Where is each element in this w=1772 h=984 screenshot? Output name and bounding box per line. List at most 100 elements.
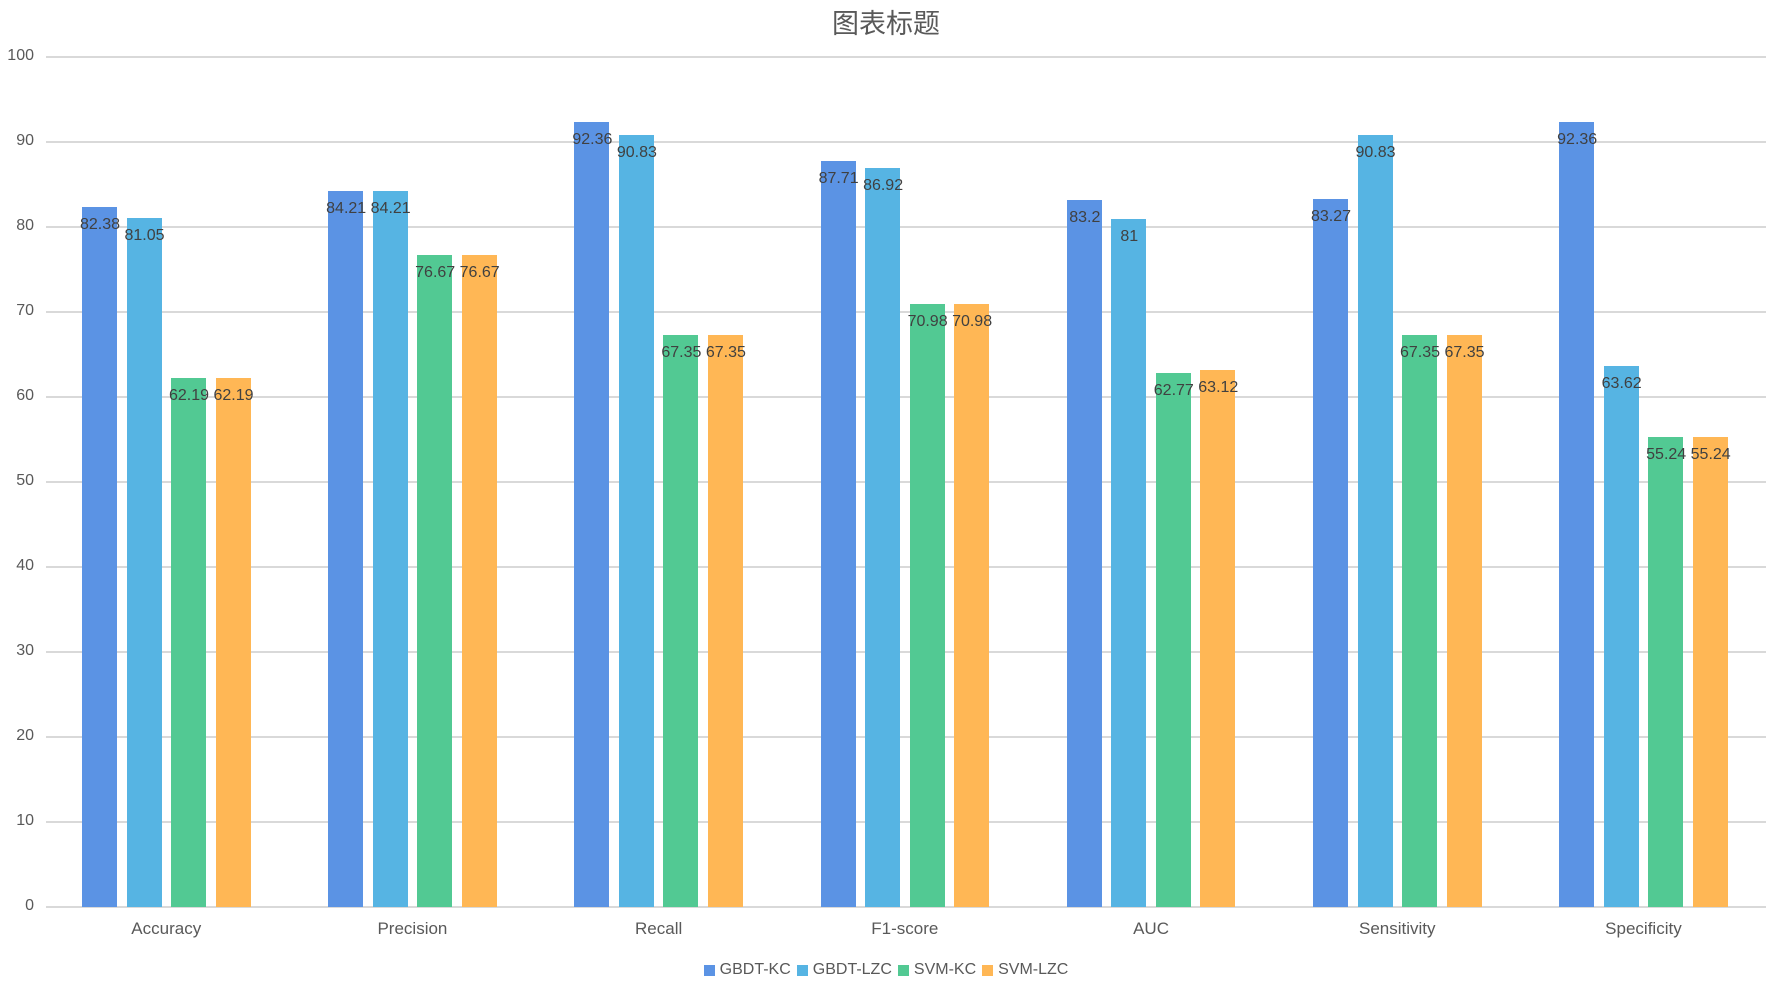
bar-svm-kc-accuracy[interactable] [171, 378, 206, 907]
bar-svm-lzc-sensitivity[interactable] [1446, 334, 1482, 907]
data-label: 83.2 [1069, 208, 1101, 226]
chart-title: 图表标题 [832, 9, 940, 40]
data-label: 70.98 [907, 312, 948, 330]
bar-svm-kc-f1-score[interactable] [909, 303, 945, 907]
y-tick-label: 10 [16, 812, 34, 829]
data-label: 90.83 [616, 143, 657, 161]
bar-gbdt-lzc-auc[interactable] [1111, 218, 1147, 907]
bar-gbdt-kc-precision[interactable] [328, 191, 364, 907]
data-label: 76.67 [415, 264, 456, 282]
y-tick-label: 30 [16, 642, 34, 659]
bar-gbdt-lzc-recall[interactable] [618, 134, 654, 907]
y-tick-label: 50 [16, 472, 34, 489]
legend-label: GBDT-KC [719, 961, 791, 978]
legend-label: SVM-LZC [998, 961, 1069, 978]
data-label: 84.21 [370, 200, 411, 218]
bar-svm-lzc-specificity[interactable] [1692, 437, 1728, 907]
data-label: 67.35 [1444, 343, 1485, 361]
y-tick-label: 80 [16, 217, 34, 234]
legend-swatch-icon [982, 964, 994, 976]
bar-gbdt-lzc-accuracy[interactable] [126, 218, 162, 907]
legend-swatch-icon [703, 964, 715, 976]
gridline [46, 311, 1766, 313]
data-label: 83.27 [1310, 208, 1352, 226]
data-label: 67.35 [705, 343, 746, 361]
bar-svm-kc-auc[interactable] [1155, 373, 1191, 907]
bar-svm-lzc-auc[interactable] [1200, 370, 1236, 907]
gridline [46, 821, 1766, 823]
bar-gbdt-kc-accuracy[interactable] [82, 206, 117, 907]
x-tick-label: F1-score [871, 919, 939, 938]
x-tick-label: Specificity [1605, 919, 1682, 938]
chart-legend: GBDT-KC GBDT-LZC SVM-KC SVM-LZC [0, 961, 1772, 981]
bar-svm-lzc-precision[interactable] [461, 255, 497, 907]
data-label: 76.67 [459, 264, 500, 282]
y-tick-label: 60 [16, 387, 34, 404]
bar-svm-lzc-recall[interactable] [707, 334, 743, 907]
bar-svm-kc-specificity[interactable] [1648, 437, 1684, 907]
gridline [46, 736, 1766, 738]
bar-svm-kc-precision[interactable] [417, 255, 453, 907]
bar-gbdt-lzc-sensitivity[interactable] [1357, 134, 1393, 907]
bar-svm-lzc-accuracy[interactable] [215, 378, 251, 907]
data-label: 55.24 [1646, 446, 1687, 464]
data-label: 87.71 [818, 170, 859, 188]
legend-swatch-icon [796, 964, 808, 976]
bar-gbdt-lzc-precision[interactable] [372, 191, 408, 907]
data-label: 81.05 [124, 227, 165, 245]
y-tick-label: 20 [16, 727, 34, 744]
data-label: 92.36 [572, 130, 613, 148]
gridline [46, 651, 1766, 653]
y-tick-label: 90 [16, 132, 34, 149]
bar-gbdt-lzc-f1-score[interactable] [865, 168, 901, 907]
legend-item-svm-kc[interactable]: SVM-KC [897, 961, 977, 979]
data-label: 70.98 [952, 312, 993, 330]
data-label: 62.19 [213, 387, 254, 405]
bar-svm-kc-recall[interactable] [663, 334, 699, 907]
data-label: 55.24 [1690, 446, 1731, 464]
x-tick-label: Recall [635, 919, 683, 938]
gridline [46, 141, 1766, 143]
bar-gbdt-kc-recall[interactable] [574, 121, 610, 907]
legend-item-svm-lzc[interactable]: SVM-LZC [982, 961, 1068, 979]
x-tick-label: AUC [1133, 919, 1169, 938]
data-label: 90.83 [1355, 143, 1396, 161]
data-label: 86.92 [863, 177, 904, 195]
bar-svm-kc-sensitivity[interactable] [1402, 334, 1437, 907]
y-tick-label: 0 [25, 897, 34, 914]
bar-gbdt-kc-auc[interactable] [1066, 199, 1102, 907]
legend-item-gbdt-lzc[interactable]: GBDT-LZC [796, 961, 892, 979]
data-label: 84.21 [326, 200, 367, 218]
bar-gbdt-kc-sensitivity[interactable] [1313, 199, 1348, 907]
gridline [46, 396, 1766, 398]
legend-label: SVM-KC [913, 961, 977, 978]
data-label: 67.35 [661, 343, 702, 361]
x-tick-label: Accuracy [131, 919, 202, 938]
data-label: 63.62 [1601, 375, 1642, 393]
gridline [46, 481, 1766, 483]
y-tick-label: 70 [16, 302, 34, 319]
data-label: 82.38 [79, 215, 121, 233]
legend-swatch-icon [897, 964, 909, 976]
gridline [46, 226, 1766, 228]
bar-gbdt-kc-f1-score[interactable] [820, 161, 856, 907]
legend-item-gbdt-kc[interactable]: GBDT-KC [703, 961, 791, 979]
y-tick-label: 100 [7, 47, 34, 64]
bar-svm-lzc-f1-score[interactable] [954, 303, 990, 907]
data-label: 63.12 [1198, 379, 1239, 397]
x-tick-label: Sensitivity [1358, 919, 1436, 938]
data-label: 67.35 [1399, 343, 1441, 361]
x-tick-label: Precision [377, 919, 448, 938]
bar-gbdt-kc-specificity[interactable] [1559, 121, 1595, 907]
data-label: 62.77 [1153, 382, 1194, 400]
data-label: 81 [1120, 227, 1139, 245]
data-label: 92.36 [1557, 130, 1598, 148]
bar-gbdt-lzc-specificity[interactable] [1603, 366, 1639, 907]
y-tick-label: 40 [16, 557, 34, 574]
gridline [46, 906, 1766, 908]
gridline [46, 56, 1766, 58]
gridline [46, 566, 1766, 568]
data-label: 62.19 [168, 387, 210, 405]
legend-label: GBDT-LZC [812, 961, 892, 978]
